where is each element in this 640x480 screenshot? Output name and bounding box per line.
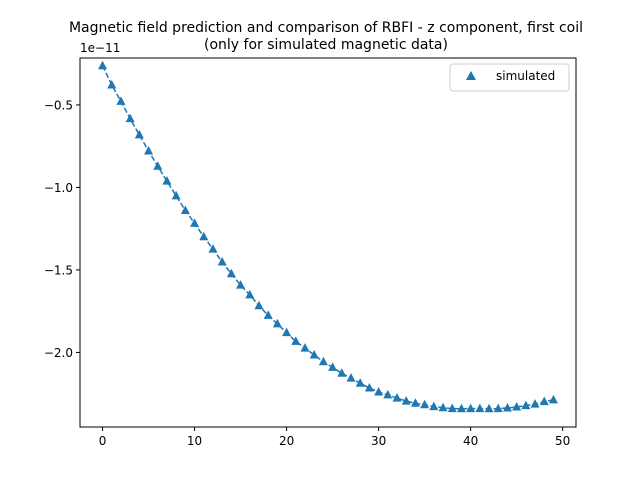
axes: 0 10 20 30 40 50 −2.0 −1.5 −1.0 −0.5	[44, 57, 577, 448]
data-point-simulated-20	[282, 327, 292, 337]
y-offset-text: 1e−11	[80, 41, 120, 55]
data-point-simulated-10	[190, 218, 200, 227]
data-point-simulated-48	[539, 396, 549, 406]
data-point-simulated-29	[364, 382, 374, 392]
data-point-simulated-1	[107, 80, 117, 89]
data-point-simulated-32	[392, 393, 402, 402]
y-tick-label-3: −0.5	[44, 98, 73, 112]
x-tick-label-10: 10	[187, 434, 202, 448]
data-point-simulated-8	[171, 190, 181, 200]
x-tick-label-0: 0	[99, 434, 107, 448]
data-point-simulated-33	[401, 396, 411, 405]
data-point-simulated-38	[447, 403, 457, 413]
data-point-simulated-47	[530, 399, 540, 408]
chart-title-line2: (only for simulated magnetic data)	[204, 37, 448, 53]
x-tick-label-50: 50	[555, 434, 570, 448]
data-point-simulated-37	[438, 402, 448, 412]
axes-frame	[79, 57, 577, 428]
legend-label-simulated: simulated	[496, 69, 555, 83]
data-point-simulated-41	[475, 403, 485, 413]
data-point-simulated-15	[236, 280, 246, 289]
data-point-simulated-23	[309, 350, 319, 359]
x-tick-label-20: 20	[279, 434, 294, 448]
data-point-simulated-21	[291, 336, 301, 345]
data-point-simulated-42	[484, 403, 494, 413]
y-tick-label-0: −2.0	[44, 346, 73, 360]
data-point-simulated-12	[208, 244, 218, 253]
data-point-simulated-26	[337, 368, 347, 377]
data-point-simulated-24	[318, 356, 328, 366]
data-point-simulated-9	[180, 205, 190, 215]
data-point-simulated-19	[272, 318, 282, 328]
data-point-simulated-49	[548, 394, 558, 404]
data-point-simulated-7	[162, 176, 172, 185]
chart-title-line1: Magnetic field prediction and comparison…	[69, 20, 583, 36]
data-point-simulated-46	[521, 400, 531, 410]
data-point-simulated-40	[466, 403, 476, 413]
plot-area	[98, 60, 558, 413]
data-point-simulated-43	[493, 403, 503, 413]
data-point-simulated-11	[199, 231, 209, 241]
data-point-simulated-36	[429, 401, 439, 411]
data-point-simulated-2	[116, 96, 126, 105]
legend-triangle-marker	[466, 71, 476, 80]
data-point-simulated-14	[226, 268, 236, 278]
data-point-simulated-31	[383, 389, 393, 399]
data-point-simulated-0	[98, 60, 108, 70]
x-tick-label-30: 30	[371, 434, 386, 448]
data-point-simulated-34	[410, 398, 420, 407]
data-point-simulated-30	[374, 386, 384, 396]
data-point-simulated-44	[502, 403, 512, 412]
data-point-simulated-18	[263, 310, 273, 319]
data-point-simulated-39	[456, 403, 466, 413]
legend-frame	[449, 63, 570, 92]
data-point-simulated-35	[420, 399, 430, 409]
x-tick-label-40: 40	[463, 434, 478, 448]
legend: simulated	[449, 63, 570, 92]
data-point-simulated-17	[254, 300, 264, 310]
data-point-simulated-5	[144, 145, 154, 155]
data-point-simulated-27	[346, 373, 356, 382]
y-tick-label-2: −1.0	[44, 181, 73, 195]
y-tick-label-1: −1.5	[44, 263, 73, 277]
data-point-simulated-13	[217, 256, 227, 266]
data-point-simulated-3	[125, 113, 135, 123]
data-point-simulated-6	[153, 161, 163, 170]
data-point-simulated-45	[512, 401, 522, 411]
data-point-simulated-4	[134, 129, 144, 139]
data-point-simulated-22	[300, 343, 310, 352]
data-point-simulated-28	[355, 378, 365, 387]
data-point-simulated-25	[328, 362, 338, 371]
data-point-simulated-16	[245, 289, 255, 299]
